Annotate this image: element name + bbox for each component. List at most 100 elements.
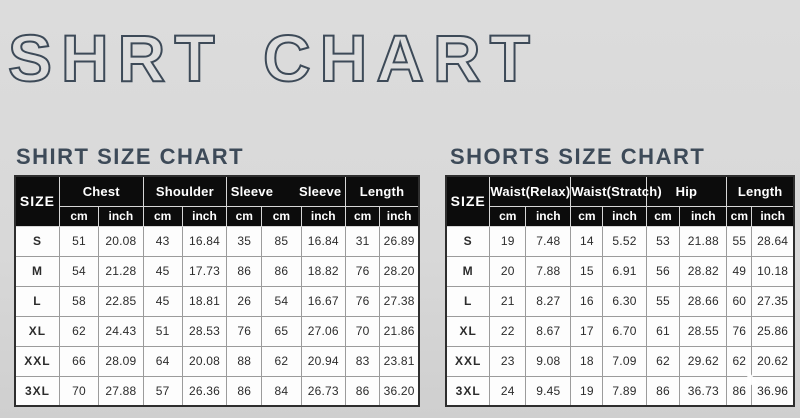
value-cell: 27.88 xyxy=(98,375,144,407)
unit-header: cm xyxy=(142,205,183,227)
unit-header: inch xyxy=(98,205,144,227)
unit-header: cm xyxy=(344,205,381,227)
value-cell: 86 xyxy=(261,255,302,287)
value-cell: 6.91 xyxy=(602,255,647,287)
header-row: SIZE Chest Shoulder Sleeve Sleeve Length xyxy=(14,175,420,227)
table-row: XL 62 24.43 51 28.53 76 65 27.06 70 21.86 xyxy=(14,315,420,347)
unit-header: cm xyxy=(489,205,527,227)
value-cell: 7.48 xyxy=(525,225,572,257)
group-column-header: Sleeve Sleeve xyxy=(226,175,346,207)
unit-header: cm xyxy=(645,205,681,227)
size-cell: 3XL xyxy=(445,375,491,407)
value-cell: 23 xyxy=(489,345,527,377)
size-cell: S xyxy=(14,225,60,257)
value-cell: 76 xyxy=(344,255,381,287)
value-cell: 14 xyxy=(570,225,604,257)
unit-header: cm xyxy=(570,205,604,227)
value-cell: 28.66 xyxy=(679,285,728,317)
value-cell: 6.30 xyxy=(602,285,647,317)
unit-header: cm xyxy=(58,205,100,227)
shirt-section-title: SHIRT SIZE CHART xyxy=(16,144,245,169)
value-cell: 16.84 xyxy=(181,225,228,257)
value-cell: 86 xyxy=(226,375,263,407)
group-column-header: Waist(Relax) xyxy=(489,175,572,207)
value-cell: 20.08 xyxy=(98,225,144,257)
value-cell: 57 xyxy=(142,375,183,407)
unit-header-row: cm inch cm inch cm cm inch cm inch xyxy=(15,205,420,227)
unit-header: cm xyxy=(726,205,753,227)
value-cell: 45 xyxy=(142,285,183,317)
group-column-header: Length xyxy=(726,175,795,207)
value-cell: 62 xyxy=(645,345,681,377)
value-cell: 26 xyxy=(226,285,263,317)
value-cell: 16.84 xyxy=(300,225,346,257)
value-cell: 24.43 xyxy=(98,315,144,347)
shirt-size-table: SIZE Chest Shoulder Sleeve Sleeve Length cm in… xyxy=(14,175,420,407)
value-cell: 65 xyxy=(261,315,302,347)
value-cell: 49 xyxy=(726,255,753,287)
size-cell: XL xyxy=(14,315,60,347)
size-cell: XL xyxy=(445,315,491,347)
value-cell: 24 xyxy=(489,375,527,407)
unit-header: cm xyxy=(226,205,263,227)
value-cell: 36.73 xyxy=(679,375,728,407)
shorts-size-table: SIZE Waist(Relax) Waist(Stratch) Hip Length c… xyxy=(445,175,795,407)
value-cell: 85 xyxy=(261,225,302,257)
value-cell: 7.89 xyxy=(602,375,647,407)
value-cell: 25.86 xyxy=(751,315,795,347)
value-cell: 70 xyxy=(58,375,100,407)
value-cell: 22.85 xyxy=(98,285,144,317)
group-column-header: Shoulder xyxy=(142,175,228,207)
value-cell: 76 xyxy=(226,315,263,347)
value-cell: 28.64 xyxy=(751,225,795,257)
value-cell: 21.88 xyxy=(679,225,728,257)
value-cell: 28.09 xyxy=(98,345,144,377)
unit-header: inch xyxy=(181,205,228,227)
value-cell: 17.73 xyxy=(181,255,228,287)
value-cell: 31 xyxy=(344,225,381,257)
group-column-header: Waist(Stratch) xyxy=(570,175,662,207)
value-cell: 17 xyxy=(570,315,604,347)
value-cell: 36.96 xyxy=(751,375,795,407)
group-column-header: Length xyxy=(344,175,420,207)
value-cell: 8.67 xyxy=(525,315,572,347)
value-cell: 62 xyxy=(58,315,100,347)
value-cell: 18.81 xyxy=(181,285,228,317)
size-column-header: SIZE xyxy=(14,175,60,227)
shorts-section-title: SHORTS SIZE CHART xyxy=(450,144,706,169)
value-cell: 76 xyxy=(344,285,381,317)
value-cell: 60 xyxy=(726,285,753,317)
unit-header: inch xyxy=(679,205,728,227)
value-cell: 29.62 xyxy=(679,345,728,377)
value-cell: 19 xyxy=(489,225,527,257)
value-cell: 16.67 xyxy=(300,285,346,317)
table-row: L 58 22.85 45 18.81 26 54 16.67 76 27.38 xyxy=(14,285,420,317)
value-cell: 22 xyxy=(489,315,527,347)
size-cell: 3XL xyxy=(14,375,60,407)
size-cell: S xyxy=(445,225,491,257)
value-cell: 55 xyxy=(645,285,681,317)
size-cell: L xyxy=(445,285,491,317)
value-cell: 21.28 xyxy=(98,255,144,287)
value-cell: 18 xyxy=(570,345,604,377)
value-cell: 86 xyxy=(726,375,753,407)
value-cell: 54 xyxy=(58,255,100,287)
value-cell: 51 xyxy=(58,225,100,257)
value-cell: 43 xyxy=(142,225,183,257)
table-row: 3XL 70 27.88 57 26.36 86 84 26.73 86 36.20 xyxy=(14,375,420,407)
table-row: XXL 66 28.09 64 20.08 88 62 20.94 83 23.81 xyxy=(14,345,420,377)
value-cell: 36.20 xyxy=(379,375,420,407)
value-cell: 18.82 xyxy=(300,255,346,287)
value-cell: 86 xyxy=(226,255,263,287)
value-cell: 19 xyxy=(570,375,604,407)
table-row: XXL 23 9.08 18 7.09 62 29.62 62 20.62 xyxy=(445,345,795,377)
value-cell: 86 xyxy=(645,375,681,407)
value-cell: 56 xyxy=(645,255,681,287)
value-cell: 10.18 xyxy=(751,255,795,287)
value-cell: 26.36 xyxy=(181,375,228,407)
size-cell: XXL xyxy=(445,345,491,377)
size-cell: M xyxy=(445,255,491,287)
group-column-header: Chest xyxy=(58,175,144,207)
value-cell: 61 xyxy=(645,315,681,347)
